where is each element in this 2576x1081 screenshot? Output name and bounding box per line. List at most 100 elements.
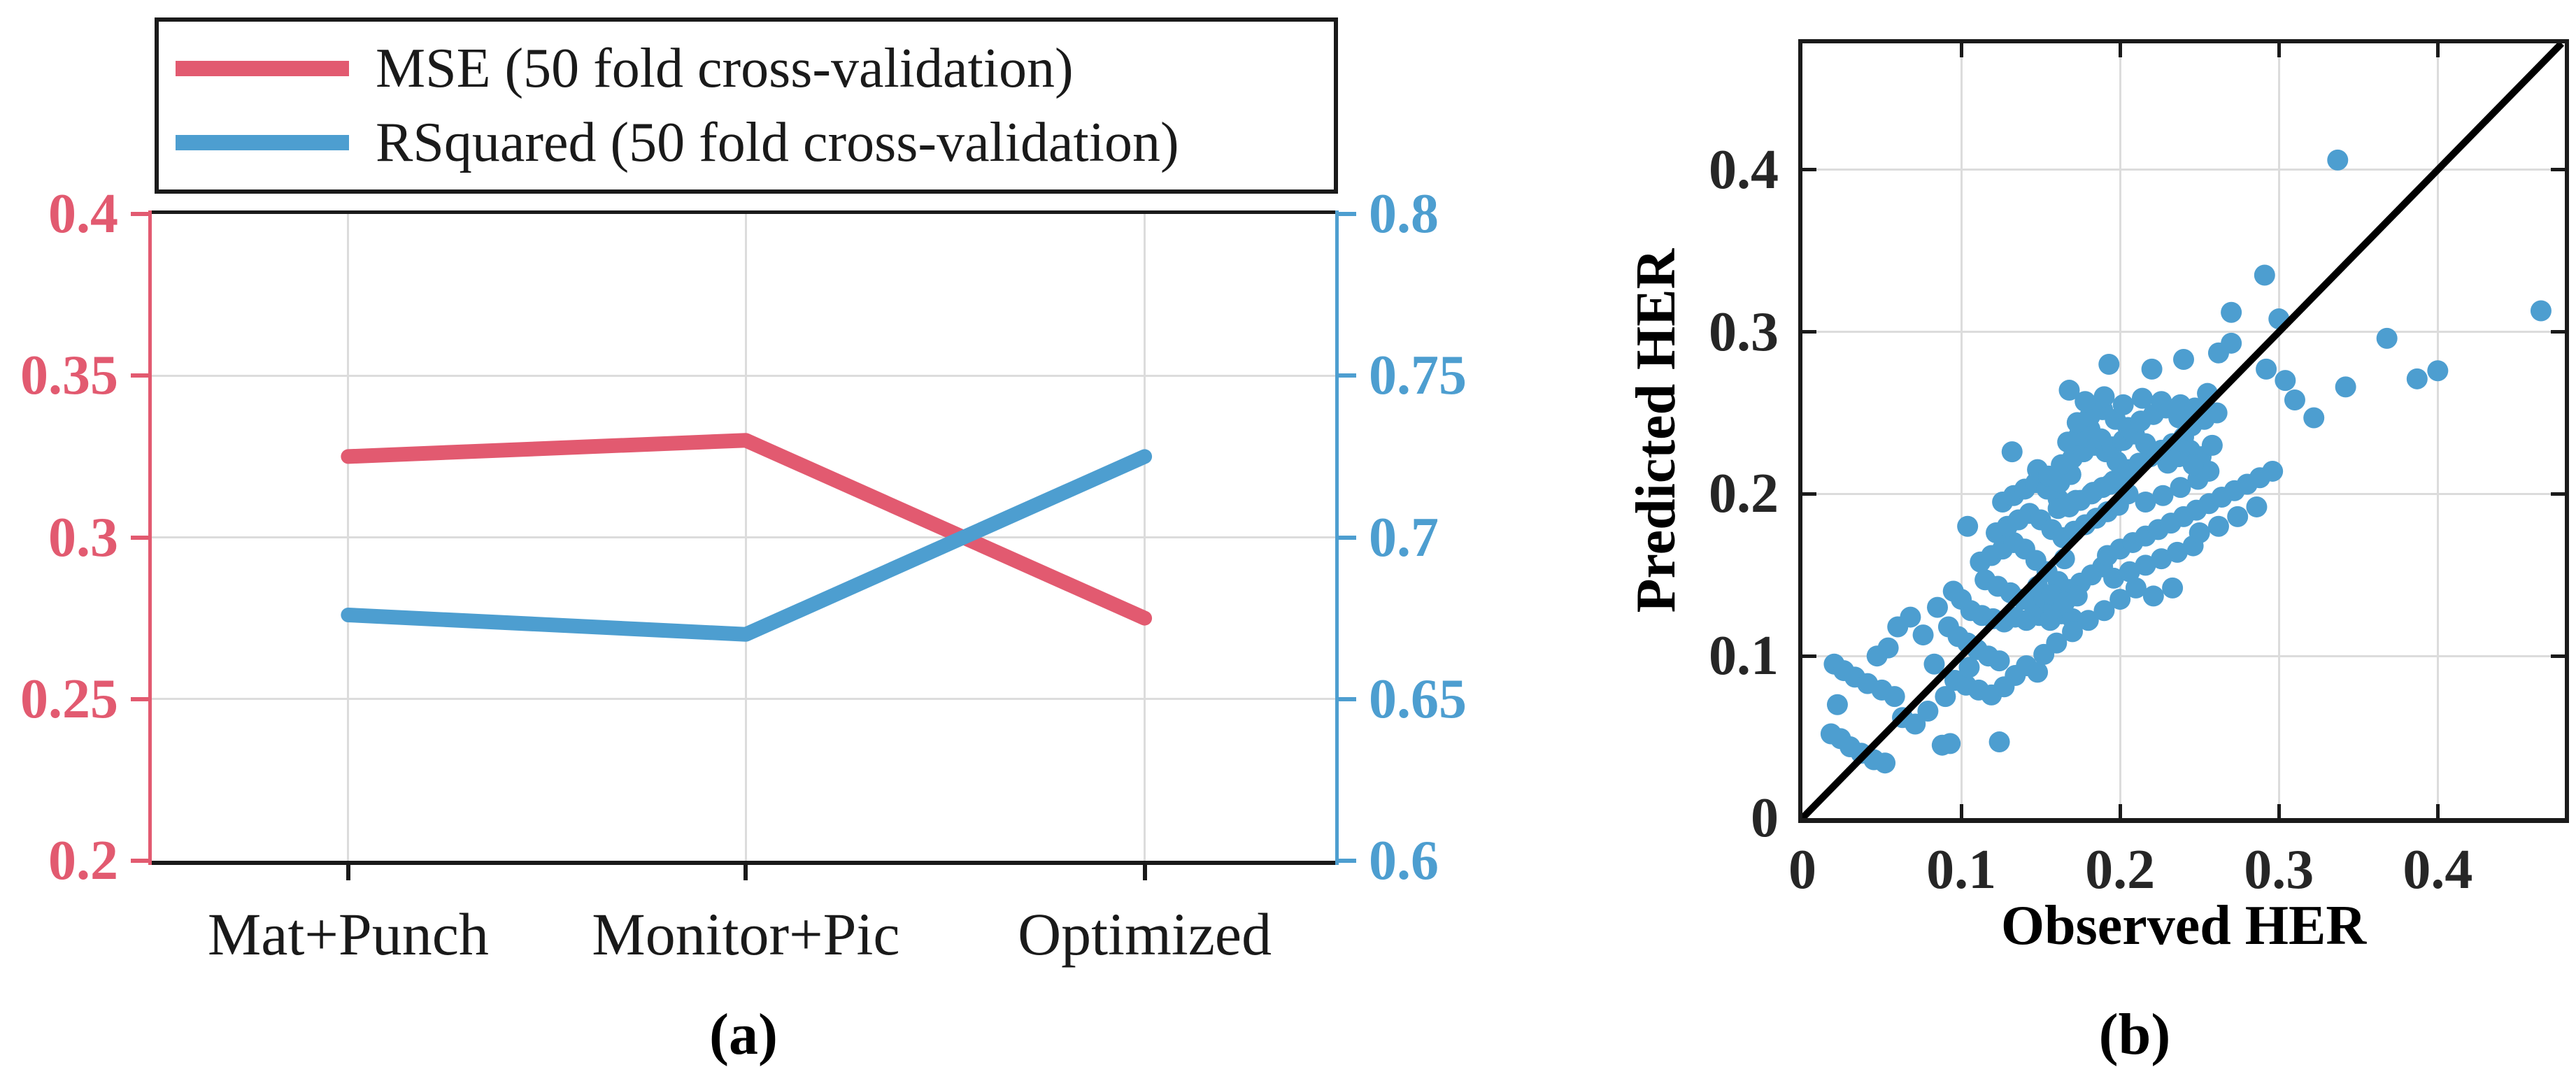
scatter-point bbox=[2275, 370, 2296, 392]
caption-a: (a) bbox=[709, 1002, 778, 1067]
scatter-point bbox=[1923, 653, 1945, 675]
scatter-point bbox=[2141, 358, 2163, 380]
x-axis-tick-label: 0.1 bbox=[1926, 839, 1997, 901]
scatter-point bbox=[2170, 477, 2191, 499]
scatter-point bbox=[1940, 733, 1961, 754]
y-axis-tick-label: 0.2 bbox=[1709, 463, 1779, 525]
scatter-point bbox=[2062, 621, 2084, 643]
x-gridline bbox=[2277, 43, 2280, 818]
scatter-point bbox=[2135, 491, 2156, 513]
scatter-point bbox=[2152, 485, 2174, 506]
scatter-point bbox=[1912, 624, 1934, 646]
top-spine bbox=[152, 210, 1335, 214]
scatter-point bbox=[2027, 661, 2049, 683]
scatter-point bbox=[2131, 387, 2153, 409]
scatter-point bbox=[2103, 567, 2125, 589]
scatter-point bbox=[2162, 577, 2184, 599]
x-axis-tick-label: 0.3 bbox=[2244, 839, 2314, 901]
scatter-point bbox=[2109, 589, 2131, 610]
x-axis-title-observed-her: Observed HER bbox=[2000, 895, 2367, 957]
scatter-point bbox=[2065, 489, 2086, 511]
x-tick-in bbox=[2118, 804, 2122, 818]
x-tick-top bbox=[2277, 43, 2281, 57]
y-tick-right bbox=[2551, 168, 2565, 172]
line-chart-plot-area: Mat+Punch Monitor+Pic Optimized 0.4 0.8 0.35 0… bbox=[20, 186, 1467, 964]
y-tick-in bbox=[1802, 168, 1816, 172]
x-category-label: Optimized bbox=[1018, 901, 1272, 968]
y-gridline bbox=[1802, 331, 2565, 334]
x-gridline bbox=[2436, 43, 2439, 818]
scatter-point bbox=[1917, 701, 1939, 722]
x-axis-tick-label: 0.4 bbox=[2403, 839, 2473, 901]
y-gridline bbox=[1802, 169, 2565, 171]
scatter-point bbox=[1927, 596, 1949, 618]
left-spine bbox=[1798, 39, 1802, 823]
scatter-point bbox=[2082, 482, 2104, 503]
mse-line-swatch bbox=[176, 60, 349, 76]
x-tick bbox=[1142, 861, 1147, 880]
scatter-point bbox=[2077, 610, 2099, 631]
x-tick-top bbox=[2435, 43, 2440, 57]
legend-label-mse: MSE (50 fold cross-validation) bbox=[376, 37, 1074, 99]
left-tick bbox=[131, 212, 152, 216]
scatter-point bbox=[2206, 402, 2228, 424]
scatter-point bbox=[2093, 600, 2115, 622]
caption-b: (b) bbox=[2098, 1002, 2171, 1067]
y-axis-tick-label: 0.4 bbox=[1709, 138, 1779, 201]
y-tick-right bbox=[2551, 654, 2565, 658]
x-tick-in bbox=[2277, 804, 2281, 818]
x-category-label: Mat+Punch bbox=[207, 901, 489, 968]
right-tick bbox=[1335, 696, 1356, 701]
scatter-point bbox=[2112, 394, 2134, 415]
y-axis-title-predicted-her: Predicted HER bbox=[1625, 248, 1687, 613]
y-tick-right bbox=[2551, 330, 2565, 334]
x-tick-top bbox=[2118, 43, 2122, 57]
right-axis-tick-label: 0.75 bbox=[1369, 345, 1467, 407]
x-tick-in bbox=[2435, 804, 2440, 818]
top-spine bbox=[1798, 39, 2569, 43]
bottom-spine bbox=[152, 861, 1335, 865]
scatter-point bbox=[2327, 149, 2349, 171]
x-axis-tick-label: 0 bbox=[1788, 839, 1816, 901]
scatter-point bbox=[2256, 358, 2277, 380]
y-gridline bbox=[152, 374, 1335, 377]
scatter-point bbox=[2001, 441, 2023, 463]
x-axis-tick-label: 0.2 bbox=[2085, 839, 2156, 901]
y-tick-in bbox=[1802, 492, 1816, 496]
scatter-point bbox=[2151, 391, 2172, 413]
scatter-point bbox=[2166, 541, 2188, 563]
x-tick bbox=[346, 861, 350, 880]
y-tick-in bbox=[1802, 654, 1816, 658]
line-rsquared bbox=[341, 449, 1153, 642]
scatter-point bbox=[2135, 554, 2156, 576]
scatter-point bbox=[2046, 632, 2068, 654]
scatter-point bbox=[2100, 473, 2121, 495]
right-tick bbox=[1335, 373, 1356, 378]
right-axis-tick-label: 0.65 bbox=[1369, 668, 1467, 730]
scatter-point bbox=[2262, 460, 2284, 482]
scatter-point bbox=[2066, 585, 2088, 607]
line-series-layer bbox=[341, 433, 1153, 642]
scatter-point bbox=[1957, 515, 1979, 537]
scatter-point bbox=[2284, 389, 2305, 410]
right-tick bbox=[1335, 535, 1356, 540]
left-axis-tick-label: 0.2 bbox=[48, 830, 118, 892]
left-tick bbox=[131, 373, 152, 378]
scatter-point bbox=[2427, 360, 2449, 382]
scatter-point bbox=[1942, 580, 1964, 602]
left-tick bbox=[131, 535, 152, 540]
scatter-point bbox=[1874, 752, 1896, 774]
identity-diagonal-line bbox=[1802, 43, 2565, 818]
scatter-layer bbox=[1802, 43, 2565, 818]
left-tick bbox=[131, 696, 152, 701]
scatter-point bbox=[1935, 686, 1956, 708]
right-axis-tick-label: 0.7 bbox=[1369, 506, 1439, 568]
y-tick-right bbox=[2551, 492, 2565, 496]
scatter-point bbox=[2047, 498, 2069, 520]
scatter-point bbox=[2221, 301, 2242, 323]
scatter-point bbox=[2207, 515, 2229, 537]
right-spine bbox=[2565, 39, 2569, 823]
right-tick bbox=[1335, 859, 1356, 863]
scatter-point bbox=[2142, 585, 2164, 607]
